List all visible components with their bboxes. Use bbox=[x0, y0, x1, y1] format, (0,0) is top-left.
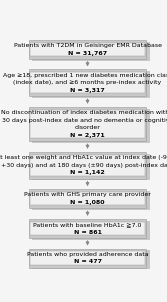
FancyBboxPatch shape bbox=[32, 154, 150, 180]
Text: N = 31,767: N = 31,767 bbox=[68, 51, 107, 56]
Text: N = 1,080: N = 1,080 bbox=[70, 200, 105, 205]
FancyBboxPatch shape bbox=[32, 71, 150, 98]
FancyBboxPatch shape bbox=[29, 69, 146, 96]
FancyBboxPatch shape bbox=[30, 251, 145, 265]
FancyBboxPatch shape bbox=[32, 250, 150, 269]
Text: (index date), and ≥6 months pre-index activity: (index date), and ≥6 months pre-index ac… bbox=[13, 80, 162, 85]
FancyBboxPatch shape bbox=[32, 42, 150, 61]
Text: disorder: disorder bbox=[75, 125, 101, 130]
FancyBboxPatch shape bbox=[29, 189, 146, 208]
FancyBboxPatch shape bbox=[32, 221, 150, 240]
FancyBboxPatch shape bbox=[29, 249, 146, 268]
FancyBboxPatch shape bbox=[30, 72, 145, 93]
Text: No discontinuation of index diabetes medication within: No discontinuation of index diabetes med… bbox=[1, 110, 167, 115]
FancyBboxPatch shape bbox=[30, 43, 145, 56]
FancyBboxPatch shape bbox=[30, 222, 145, 235]
FancyBboxPatch shape bbox=[32, 109, 150, 143]
Text: Patients with baseline HbA1c ≧7.0: Patients with baseline HbA1c ≧7.0 bbox=[33, 222, 142, 227]
Text: N = 2,371: N = 2,371 bbox=[70, 133, 105, 138]
Text: Patients with T2DM in Geisinger EMR Database: Patients with T2DM in Geisinger EMR Data… bbox=[14, 43, 161, 48]
Text: Patients who provided adherence data: Patients who provided adherence data bbox=[27, 252, 148, 257]
Text: At least one weight and HbA1c value at index date (-90 to: At least one weight and HbA1c value at i… bbox=[0, 155, 167, 160]
FancyBboxPatch shape bbox=[30, 155, 145, 176]
Text: Patients with GHS primary care provider: Patients with GHS primary care provider bbox=[24, 192, 151, 198]
FancyBboxPatch shape bbox=[29, 219, 146, 238]
Text: 30 days post-index date and no dementia or cognitive: 30 days post-index date and no dementia … bbox=[2, 118, 167, 123]
FancyBboxPatch shape bbox=[29, 152, 146, 178]
Text: Age ≥18, prescribed 1 new diabetes medication class: Age ≥18, prescribed 1 new diabetes medic… bbox=[3, 72, 167, 78]
FancyBboxPatch shape bbox=[29, 107, 146, 141]
Text: N = 1,142: N = 1,142 bbox=[70, 170, 105, 175]
Text: +30 days) and at 180 days (±90 days) post-index date: +30 days) and at 180 days (±90 days) pos… bbox=[1, 163, 167, 168]
FancyBboxPatch shape bbox=[30, 192, 145, 205]
FancyBboxPatch shape bbox=[29, 40, 146, 59]
Text: N = 861: N = 861 bbox=[73, 230, 102, 235]
Text: N = 477: N = 477 bbox=[73, 259, 102, 265]
FancyBboxPatch shape bbox=[32, 191, 150, 210]
FancyBboxPatch shape bbox=[30, 110, 145, 138]
Text: N = 3,317: N = 3,317 bbox=[70, 88, 105, 93]
